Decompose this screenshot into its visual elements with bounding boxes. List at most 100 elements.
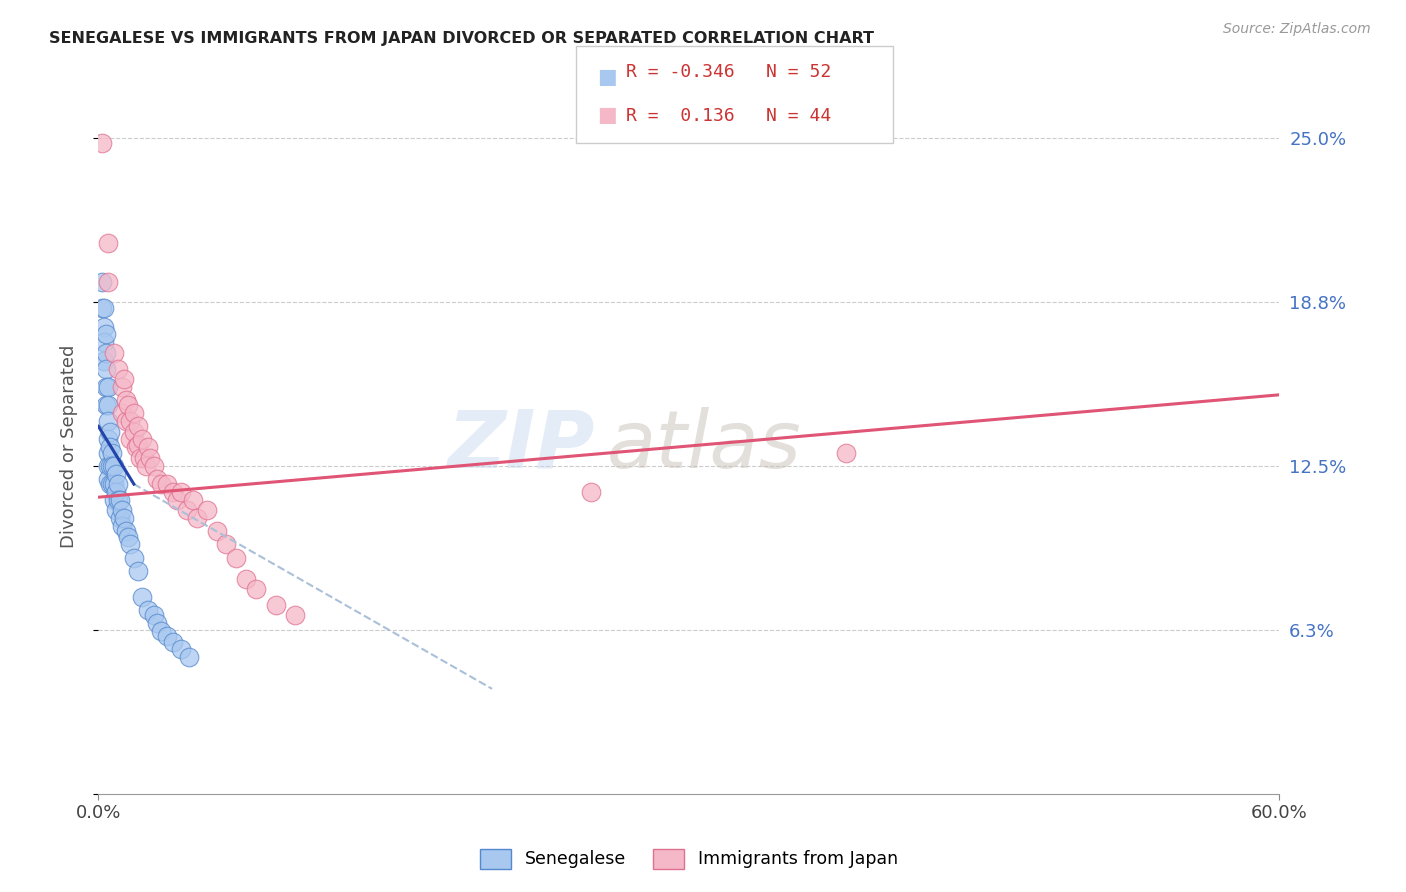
Point: [101, 458, 124, 473]
Point: [264, 598, 287, 612]
Point: [122, 550, 145, 565]
Point: [142, 458, 165, 473]
Point: [131, 433, 153, 447]
Point: [103, 458, 125, 473]
Text: N = 52: N = 52: [766, 63, 831, 81]
Point: [105, 503, 128, 517]
Point: [170, 485, 193, 500]
Point: [98, 477, 121, 491]
Point: [128, 450, 150, 465]
Point: [93, 301, 115, 315]
Point: [101, 445, 124, 459]
Point: [131, 590, 153, 604]
Point: [93, 319, 115, 334]
Point: [108, 492, 131, 507]
Point: [136, 440, 159, 454]
Point: [166, 492, 188, 507]
Point: [284, 608, 307, 623]
Point: [93, 335, 115, 350]
Point: [108, 511, 131, 525]
Point: [162, 485, 184, 500]
Point: [117, 398, 139, 412]
Point: [138, 450, 160, 465]
Point: [118, 537, 141, 551]
Point: [97, 380, 120, 394]
Legend: Senegalese, Immigrants from Japan: Senegalese, Immigrants from Japan: [474, 842, 904, 876]
Point: [96, 398, 118, 412]
Point: [111, 406, 134, 420]
Point: [170, 642, 193, 657]
Point: [98, 458, 121, 473]
Point: [146, 616, 169, 631]
Point: [111, 380, 134, 394]
Point: [97, 414, 120, 428]
Point: [93, 353, 115, 368]
Point: [122, 406, 145, 420]
Text: Source: ZipAtlas.com: Source: ZipAtlas.com: [1223, 22, 1371, 37]
Text: R =  0.136: R = 0.136: [626, 107, 734, 125]
Text: ■: ■: [598, 105, 617, 125]
Point: [225, 550, 247, 565]
Text: R = -0.346: R = -0.346: [626, 63, 734, 81]
Point: [97, 445, 120, 459]
Point: [91, 301, 114, 315]
Point: [122, 425, 145, 439]
Point: [96, 361, 118, 376]
Point: [162, 634, 184, 648]
Point: [105, 467, 128, 481]
Point: [136, 603, 159, 617]
Point: [118, 414, 141, 428]
Point: [112, 511, 135, 525]
Point: [117, 530, 139, 544]
Text: ZIP: ZIP: [447, 407, 595, 485]
Point: [835, 445, 858, 459]
Text: ■: ■: [598, 67, 617, 87]
Point: [125, 440, 148, 454]
Point: [97, 275, 120, 289]
Text: SENEGALESE VS IMMIGRANTS FROM JAPAN DIVORCED OR SEPARATED CORRELATION CHART: SENEGALESE VS IMMIGRANTS FROM JAPAN DIVO…: [49, 31, 875, 46]
Point: [150, 624, 173, 639]
Point: [146, 472, 169, 486]
Text: atlas: atlas: [606, 407, 801, 485]
Point: [205, 524, 228, 539]
Point: [115, 414, 138, 428]
Point: [107, 361, 129, 376]
Point: [127, 564, 149, 578]
Point: [579, 485, 602, 500]
Point: [91, 275, 114, 289]
Point: [177, 650, 200, 665]
Point: [105, 485, 128, 500]
Point: [186, 511, 208, 525]
Point: [118, 433, 141, 447]
Point: [115, 524, 138, 539]
Point: [142, 608, 165, 623]
Point: [127, 438, 149, 452]
Point: [97, 472, 120, 486]
Point: [156, 629, 179, 643]
Point: [115, 392, 138, 407]
Point: [96, 327, 118, 342]
Point: [235, 572, 257, 586]
Point: [111, 519, 134, 533]
Point: [98, 440, 121, 454]
Point: [103, 346, 125, 360]
Point: [245, 582, 267, 596]
Point: [112, 372, 135, 386]
Point: [150, 477, 173, 491]
Y-axis label: Divorced or Separated: Divorced or Separated: [59, 344, 77, 548]
Text: N = 44: N = 44: [766, 107, 831, 125]
Point: [103, 477, 125, 491]
Point: [107, 477, 129, 491]
Point: [101, 477, 124, 491]
Point: [156, 477, 179, 491]
Point: [181, 492, 204, 507]
Point: [96, 346, 118, 360]
Point: [103, 492, 125, 507]
Point: [97, 433, 120, 447]
Point: [135, 458, 157, 473]
Point: [98, 425, 121, 439]
Point: [97, 398, 120, 412]
Point: [195, 503, 218, 517]
Point: [127, 419, 149, 434]
Point: [91, 136, 114, 150]
